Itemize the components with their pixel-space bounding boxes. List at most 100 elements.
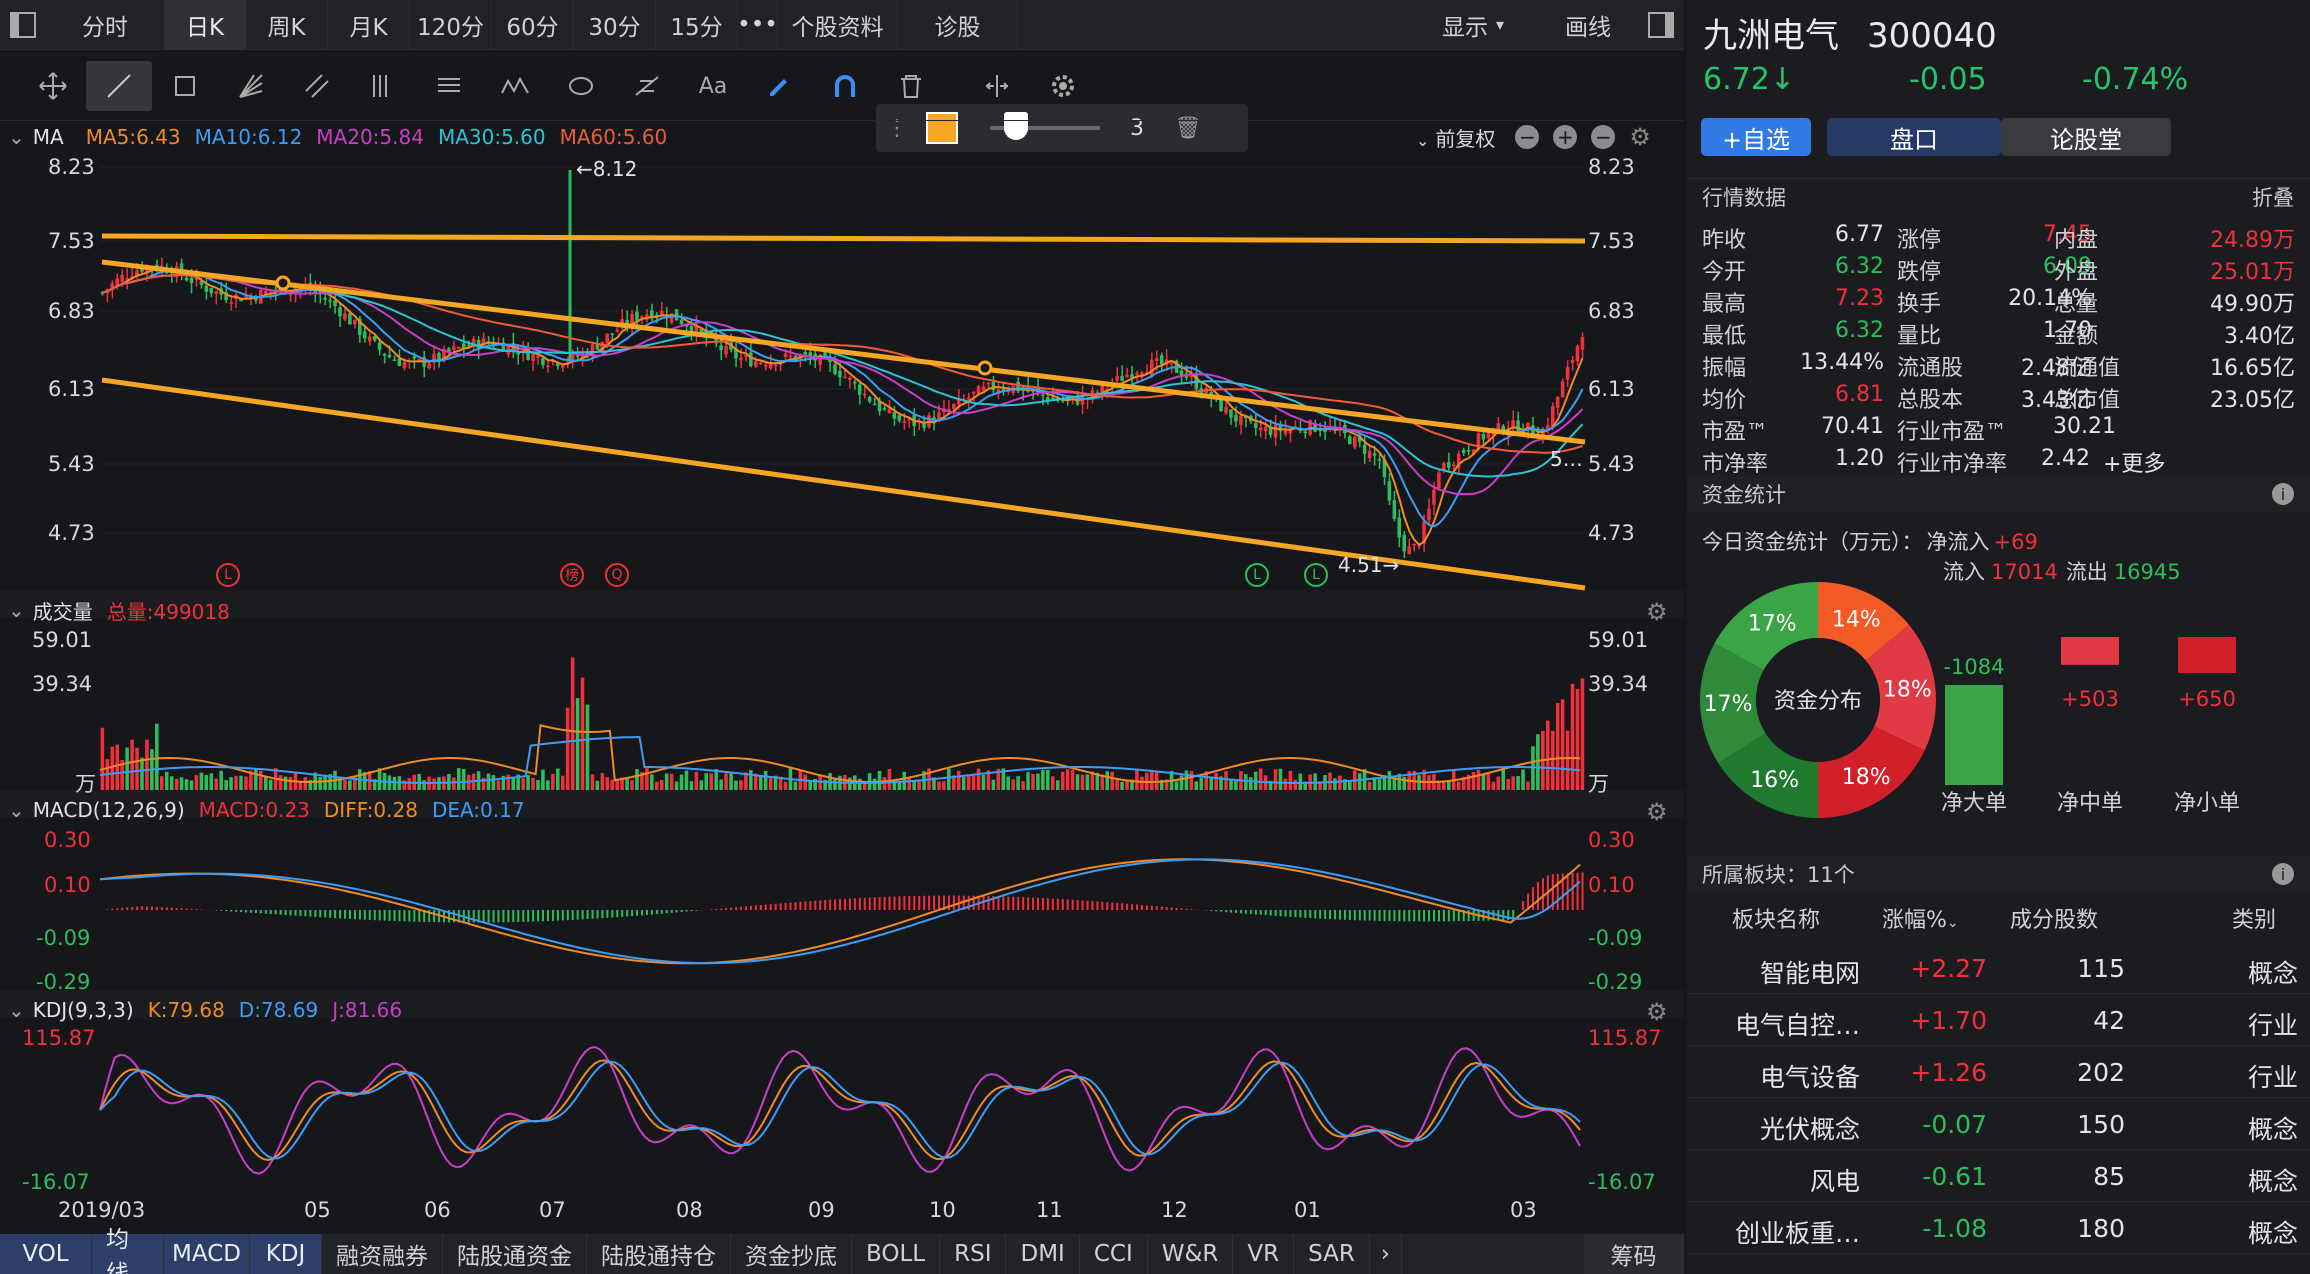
toggle-right-panel-icon[interactable] <box>1638 0 1684 50</box>
macd-bar <box>665 910 668 914</box>
col-change-pct[interactable]: 涨幅%⌄ <box>1882 902 1959 934</box>
chart-canvas[interactable] <box>0 0 1684 1234</box>
volume-bar <box>857 778 862 790</box>
tab-sar[interactable]: SAR <box>1294 1234 1370 1274</box>
zoom-out-circle-icon[interactable]: − <box>1591 125 1616 149</box>
fib-tool-icon[interactable] <box>614 61 680 111</box>
tab-monthly-k[interactable]: 月K <box>328 0 410 50</box>
tab-margin[interactable]: 融资融券 <box>322 1234 443 1274</box>
tab-macd[interactable]: MACD <box>164 1234 250 1274</box>
toggle-left-panel-icon[interactable] <box>0 0 46 50</box>
col-category[interactable]: 类别 <box>2232 908 2277 933</box>
split-icon[interactable] <box>964 61 1030 111</box>
candle-body <box>1263 427 1268 431</box>
sector-row[interactable]: 智能电网 +2.27 115 概念 <box>1687 942 2310 994</box>
tab-boll[interactable]: BOLL <box>852 1234 941 1274</box>
info-icon[interactable]: i <box>2272 863 2294 885</box>
volume-bar <box>1244 774 1248 790</box>
collapse-icon[interactable]: ⌄ <box>8 598 25 622</box>
kdj-gear-icon[interactable]: ⚙ <box>1646 998 1668 1026</box>
slider-thumb[interactable] <box>1004 112 1028 140</box>
candle-body <box>986 382 991 385</box>
sector-row[interactable]: 光伏概念 -0.07 150 概念 <box>1687 1098 2310 1150</box>
macd-bar <box>1556 873 1559 910</box>
macd-gear-icon[interactable]: ⚙ <box>1646 798 1668 826</box>
tab-timeshare[interactable]: 分时 <box>46 0 165 50</box>
trash-icon[interactable] <box>878 61 944 111</box>
more-periods-button[interactable]: ••• <box>737 0 778 50</box>
volume-bar <box>1095 772 1100 790</box>
tab-15min[interactable]: 15分 <box>656 0 738 50</box>
ma-gear-icon[interactable]: ⚙ <box>1629 123 1651 151</box>
line-tool-icon[interactable] <box>86 61 152 111</box>
macd-bar <box>764 904 767 910</box>
candle-body <box>1125 374 1129 378</box>
tab-weekly-k[interactable]: 周K <box>246 0 328 50</box>
volume-gear-icon[interactable]: ⚙ <box>1646 598 1668 626</box>
tab-hk-holding[interactable]: 陆股通持仓 <box>587 1234 731 1274</box>
drag-handle-icon[interactable]: ⋮ <box>886 115 908 141</box>
tab-wr[interactable]: W&R <box>1148 1234 1234 1274</box>
channel-tool-icon[interactable] <box>284 61 350 111</box>
quote-section-title: 行情数据 <box>1702 185 1786 210</box>
tab-rsi[interactable]: RSI <box>940 1234 1007 1274</box>
tab-forum[interactable]: 论股堂 <box>2001 118 2171 156</box>
tab-daily-k[interactable]: 日K <box>165 0 246 50</box>
cycle-tool-icon[interactable] <box>548 61 614 111</box>
line-width-slider[interactable] <box>990 112 1100 140</box>
settings-gear-icon[interactable] <box>1030 61 1096 111</box>
tab-hk-capital[interactable]: 陆股通资金 <box>443 1234 587 1274</box>
display-menu[interactable]: 显示 ▾ <box>1408 0 1538 50</box>
fan-tool-icon[interactable] <box>218 61 284 111</box>
volume-bar <box>1204 771 1208 790</box>
plus-circle-icon[interactable]: + <box>1553 125 1578 149</box>
col-stock-count[interactable]: 成分股数 <box>2010 908 2099 933</box>
draw-line-button[interactable]: 画线 <box>1565 14 1611 41</box>
horizontal-lines-icon[interactable] <box>416 61 482 111</box>
more-link[interactable]: +更多 <box>2103 452 2166 477</box>
move-cross-icon[interactable] <box>20 61 86 111</box>
tab-ma[interactable]: 均线 <box>92 1227 164 1274</box>
tab-60min[interactable]: 60分 <box>492 0 574 50</box>
tab-vol[interactable]: VOL <box>0 1234 92 1274</box>
collapse-icon[interactable]: ⌄ <box>8 998 25 1022</box>
add-watchlist-button[interactable]: +自选 <box>1701 118 1811 156</box>
scroll-right-icon[interactable]: › <box>1370 1234 1402 1274</box>
col-sector-name[interactable]: 板块名称 <box>1732 908 1821 933</box>
macd-bar <box>542 910 545 922</box>
color-swatch[interactable] <box>926 112 958 144</box>
macd-bar <box>1304 910 1307 918</box>
candle-body <box>1476 433 1481 450</box>
adjust-dropdown[interactable]: ⌄ 前复权 <box>1416 123 1495 152</box>
text-tool-icon[interactable]: Aa <box>698 73 728 99</box>
sector-row[interactable]: 创业板重… -1.08 180 概念 <box>1687 1202 2310 1254</box>
stock-info-button[interactable]: 个股资料 <box>778 0 898 50</box>
candle-body <box>466 345 471 347</box>
tab-panel[interactable]: 盘口 <box>1827 118 2001 156</box>
magnet-icon[interactable] <box>812 61 878 111</box>
tab-120min[interactable]: 120分 <box>410 0 492 50</box>
minus-circle-icon[interactable]: − <box>1515 125 1540 149</box>
sector-row[interactable]: 风电 -0.61 85 概念 <box>1687 1150 2310 1202</box>
collapse-icon[interactable]: ⌄ <box>8 798 25 822</box>
vertical-lines-icon[interactable] <box>350 61 416 111</box>
sector-row[interactable]: 电气自控… +1.70 42 行业 <box>1687 994 2310 1046</box>
fold-button[interactable]: 折叠 <box>2252 185 2294 210</box>
tab-dmi[interactable]: DMI <box>1006 1234 1080 1274</box>
macd-bar <box>363 910 366 920</box>
tab-kdj[interactable]: KDJ <box>250 1234 322 1274</box>
rect-tool-icon[interactable] <box>152 61 218 111</box>
diagnose-button[interactable]: 诊股 <box>898 0 1018 50</box>
candle-body <box>788 355 793 358</box>
wave-tool-icon[interactable] <box>482 61 548 111</box>
pen-icon[interactable] <box>746 61 812 111</box>
delete-drawing-icon[interactable]: 🗑 <box>1174 115 1202 141</box>
tab-cci[interactable]: CCI <box>1080 1234 1148 1274</box>
collapse-icon[interactable]: ⌄ <box>8 125 25 149</box>
info-icon[interactable]: i <box>2272 483 2294 505</box>
sector-row[interactable]: 电气设备 +1.26 202 行业 <box>1687 1046 2310 1098</box>
tab-bottom-fishing[interactable]: 资金抄底 <box>731 1234 852 1274</box>
chip-button[interactable]: 筹码 <box>1584 1234 1684 1274</box>
tab-vr[interactable]: VR <box>1233 1234 1295 1274</box>
tab-30min[interactable]: 30分 <box>574 0 656 50</box>
